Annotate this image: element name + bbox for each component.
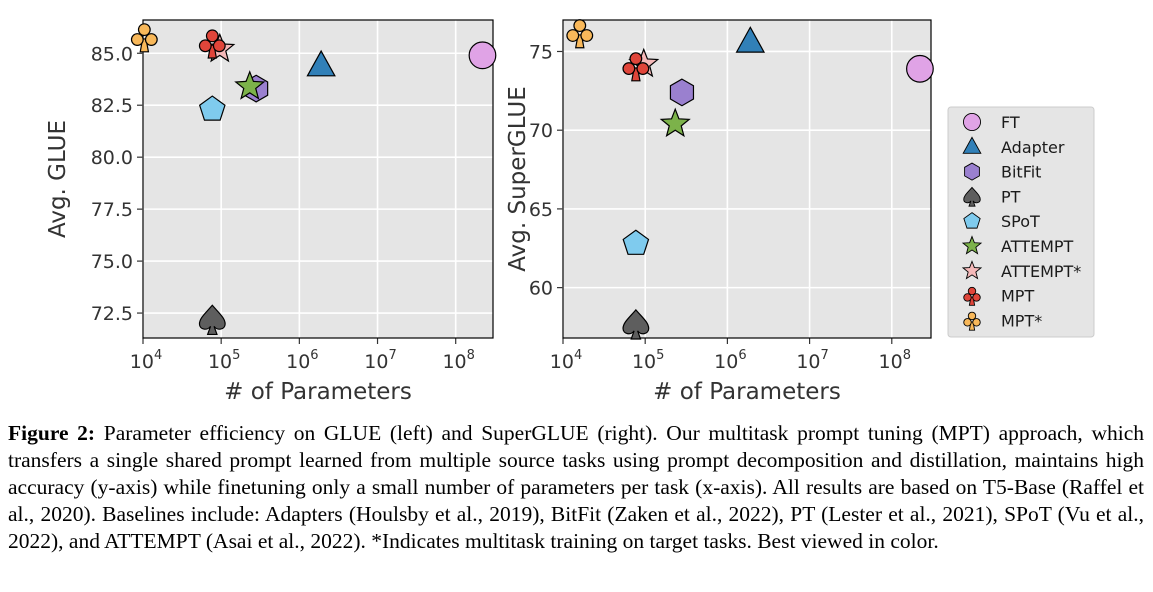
y-tick-label: 75.0 (91, 251, 133, 273)
legend-item: Adapter (962, 136, 1065, 157)
x-tick-label: 107 (364, 348, 396, 373)
x-tick-label: 107 (796, 348, 828, 373)
superglue-panel: 60 65 70 75 104 105 106 107 108 # of Parameters Av… (505, 19, 934, 405)
legend-label: ATTEMPT (1001, 237, 1074, 256)
x-tick-label: 104 (130, 348, 162, 373)
legend-marker-mpt (963, 286, 981, 306)
plot-area (563, 20, 931, 338)
x-tick-label: 105 (208, 348, 240, 373)
point-attempt (234, 70, 266, 100)
legend-item: MPT (963, 286, 1034, 306)
y-tick-label: 82.5 (91, 95, 133, 117)
y-axis-label: Avg. GLUE (45, 120, 71, 238)
y-tick-label: 70 (529, 120, 553, 142)
legend-item: BitFit (964, 162, 1041, 182)
legend-label: SPoT (1001, 212, 1040, 231)
point-pt (622, 308, 650, 340)
x-tick-label: 105 (632, 348, 664, 373)
point-adapter (306, 49, 336, 77)
point-ft (906, 54, 934, 83)
y-tick-label: 80.0 (91, 147, 133, 169)
figure-canvas: 72.5 75.0 77.5 80.0 82.5 85.0 104 105 106 107 108 #… (45, 19, 1095, 405)
legend-marker-attempt (961, 235, 983, 255)
legend-label: BitFit (1001, 163, 1041, 182)
legend-item: ATTEMPT* (961, 260, 1081, 281)
y-tick-label: 75 (529, 41, 553, 63)
legend-marker-attempt-star (961, 260, 983, 280)
legend-label: FT (1001, 113, 1020, 132)
legend-item: MPT* (963, 311, 1042, 331)
legend-label: MPT (1001, 287, 1034, 306)
point-mpt (622, 52, 650, 82)
y-tick-label: 60 (529, 278, 553, 300)
point-spot (198, 95, 226, 121)
x-tick-label: 106 (714, 348, 746, 373)
legend-marker-mpt-star (963, 311, 981, 331)
axes-frame (562, 19, 932, 339)
figure-caption: Figure 2: Parameter efficiency on GLUE (… (8, 420, 1144, 555)
legend-item: FT (962, 112, 1020, 132)
x-axis-label: # of Parameters (224, 379, 412, 405)
legend-marker-bitfit (964, 162, 980, 181)
axes-frame (142, 19, 494, 339)
legend-marker-adapter (962, 136, 982, 154)
legend-marker-ft (962, 112, 982, 132)
legend-box (947, 106, 1095, 338)
point-ft (468, 41, 497, 70)
point-mpt-star (566, 19, 594, 49)
legend-label: ATTEMPT* (1001, 262, 1081, 281)
legend-marker-pt (963, 186, 981, 207)
y-tick-label: 77.5 (91, 199, 133, 221)
point-mpt (198, 29, 226, 59)
legend-marker-spot (963, 212, 981, 229)
legend-label: PT (1001, 187, 1021, 206)
y-tick-label: 65 (529, 199, 553, 221)
x-tick-label: 108 (879, 348, 911, 373)
x-tick-label: 106 (286, 348, 318, 373)
y-tick-label: 72.5 (91, 303, 133, 325)
y-tick-label: 85.0 (91, 43, 133, 65)
legend: FT Adapter BitFit PT SPoT ATTEMPT ATTEMPT* MPT M… (947, 106, 1095, 338)
legend-label: MPT* (1001, 311, 1042, 330)
point-bitfit (669, 78, 695, 107)
legend-item: SPoT (963, 212, 1040, 231)
point-adapter (735, 26, 766, 53)
point-spot (622, 229, 650, 255)
legend-item: ATTEMPT (961, 235, 1074, 256)
legend-label: Adapter (1001, 138, 1065, 157)
caption-label: Figure 2: (8, 421, 96, 445)
point-mpt-star (130, 23, 158, 53)
x-tick-label: 108 (442, 348, 474, 373)
point-pt (198, 304, 226, 336)
caption-text: Parameter efficiency on GLUE (left) and … (8, 421, 1144, 553)
point-attempt (659, 107, 691, 138)
y-axis-label: Avg. SuperGLUE (505, 86, 531, 271)
glue-panel: 72.5 75.0 77.5 80.0 82.5 85.0 104 105 106 107 108 #… (45, 19, 497, 405)
legend-item: PT (963, 186, 1021, 207)
x-tick-label: 104 (550, 348, 582, 373)
x-axis-label: # of Parameters (653, 379, 841, 405)
